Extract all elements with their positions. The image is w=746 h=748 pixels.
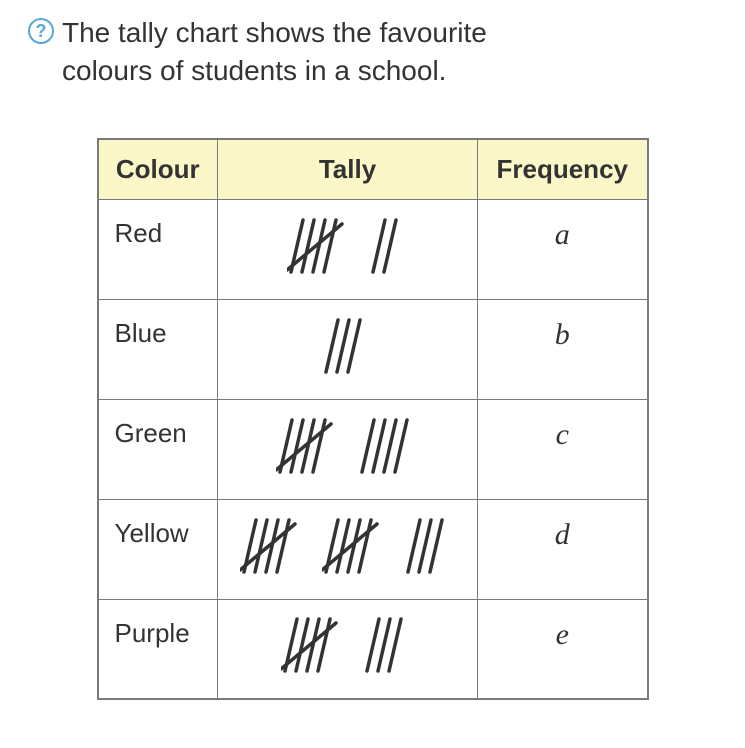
table-row: Green c: [98, 399, 648, 499]
table-row: Purple e: [98, 599, 648, 699]
tally-cell: [218, 399, 478, 499]
tally-marks: [287, 216, 409, 276]
table-row: Blue b: [98, 299, 648, 399]
tally-table: Colour Tally Frequency RedaBluebGreencYe…: [97, 138, 649, 701]
tally-marks: [322, 316, 373, 376]
tally-cell: [218, 199, 478, 299]
question-line2: colours of students in a school.: [62, 55, 446, 86]
frequency-cell: e: [478, 599, 648, 699]
frequency-cell: a: [478, 199, 648, 299]
col-header-frequency: Frequency: [478, 139, 648, 200]
tally-marks: [240, 516, 455, 576]
table-header-row: Colour Tally Frequency: [98, 139, 648, 200]
question-text: The tally chart shows the favourite colo…: [62, 14, 717, 90]
frequency-cell: d: [478, 499, 648, 599]
table-row: Red a: [98, 199, 648, 299]
tally-cell: [218, 599, 478, 699]
tally-marks: [281, 615, 414, 675]
frequency-cell: c: [478, 399, 648, 499]
help-icon-glyph: ?: [36, 22, 47, 40]
col-header-tally: Tally: [218, 139, 478, 200]
table-row: Yellow d: [98, 499, 648, 599]
colour-cell: Yellow: [98, 499, 218, 599]
tally-cell: [218, 299, 478, 399]
tally-marks: [276, 416, 420, 476]
colour-cell: Blue: [98, 299, 218, 399]
frequency-cell: b: [478, 299, 648, 399]
colour-cell: Green: [98, 399, 218, 499]
help-icon[interactable]: ?: [28, 18, 54, 44]
question-line1: The tally chart shows the favourite: [62, 17, 487, 48]
tally-cell: [218, 499, 478, 599]
colour-cell: Purple: [98, 599, 218, 699]
col-header-colour: Colour: [98, 139, 218, 200]
colour-cell: Red: [98, 199, 218, 299]
